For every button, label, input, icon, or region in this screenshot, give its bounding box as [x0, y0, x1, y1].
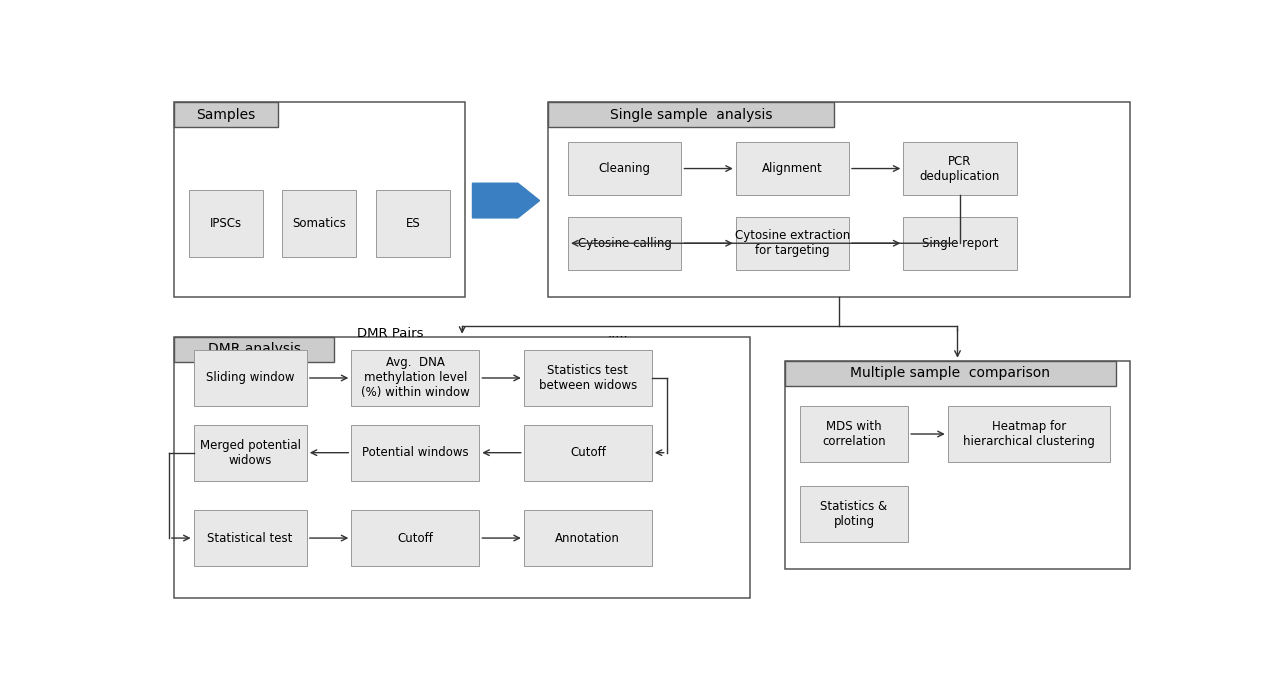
Bar — [351, 510, 480, 566]
Bar — [800, 406, 908, 462]
Bar — [524, 425, 651, 481]
Text: Single report: Single report — [922, 237, 999, 249]
Text: Alignment: Alignment — [762, 162, 823, 175]
Text: Heatmap for
hierarchical clustering: Heatmap for hierarchical clustering — [963, 420, 1095, 448]
Text: Statistical test: Statistical test — [207, 532, 293, 545]
Bar — [524, 510, 651, 566]
Bar — [569, 142, 682, 195]
Text: Samples: Samples — [196, 107, 256, 122]
Bar — [524, 350, 651, 406]
Bar — [948, 406, 1110, 462]
Text: Cytosine calling: Cytosine calling — [577, 237, 672, 249]
Bar — [735, 142, 850, 195]
Bar — [193, 510, 307, 566]
Bar — [174, 102, 277, 128]
Text: Somatics: Somatics — [293, 217, 346, 230]
Bar — [193, 425, 307, 481]
FancyArrow shape — [472, 183, 539, 218]
Text: ES: ES — [406, 217, 420, 230]
Text: DMR analysis: DMR analysis — [207, 342, 300, 356]
Bar — [735, 216, 850, 270]
Text: Cleaning: Cleaning — [599, 162, 651, 175]
Text: Statistics &
ploting: Statistics & ploting — [820, 500, 888, 528]
Bar — [188, 190, 262, 256]
Text: IPSCs: IPSCs — [210, 217, 242, 230]
Text: Multiple sample  comparison: Multiple sample comparison — [851, 367, 1051, 380]
Text: Sliding window: Sliding window — [206, 371, 294, 385]
Bar — [785, 360, 1130, 569]
Text: Statistics test
between widows: Statistics test between widows — [539, 364, 637, 392]
Text: Merged potential
widows: Merged potential widows — [200, 439, 300, 466]
Bar — [351, 350, 480, 406]
Text: Avg.  DNA
methylation level
(%) within window: Avg. DNA methylation level (%) within wi… — [361, 356, 469, 399]
Bar — [785, 360, 1116, 386]
Text: Cutoff: Cutoff — [570, 446, 605, 459]
Text: Cytosine extraction
for targeting: Cytosine extraction for targeting — [735, 229, 850, 257]
Text: Potential windows: Potential windows — [363, 446, 468, 459]
Text: PCR
deduplication: PCR deduplication — [920, 155, 1000, 182]
Bar — [800, 486, 908, 542]
Text: Single sample  analysis: Single sample analysis — [609, 107, 772, 122]
Bar — [174, 102, 464, 297]
Text: Annotation: Annotation — [556, 532, 621, 545]
Text: DMR Pairs: DMR Pairs — [357, 328, 424, 340]
Bar — [548, 102, 1130, 297]
Bar — [569, 216, 682, 270]
Bar — [174, 337, 750, 598]
Text: .....: ..... — [608, 328, 628, 340]
Text: MDS with
correlation: MDS with correlation — [822, 420, 885, 448]
Bar — [548, 102, 833, 128]
Bar — [193, 350, 307, 406]
Bar — [282, 190, 356, 256]
Bar — [377, 190, 450, 256]
Text: Cutoff: Cutoff — [397, 532, 434, 545]
Bar — [903, 142, 1016, 195]
Bar — [903, 216, 1016, 270]
Bar — [351, 425, 480, 481]
Bar — [174, 337, 335, 362]
